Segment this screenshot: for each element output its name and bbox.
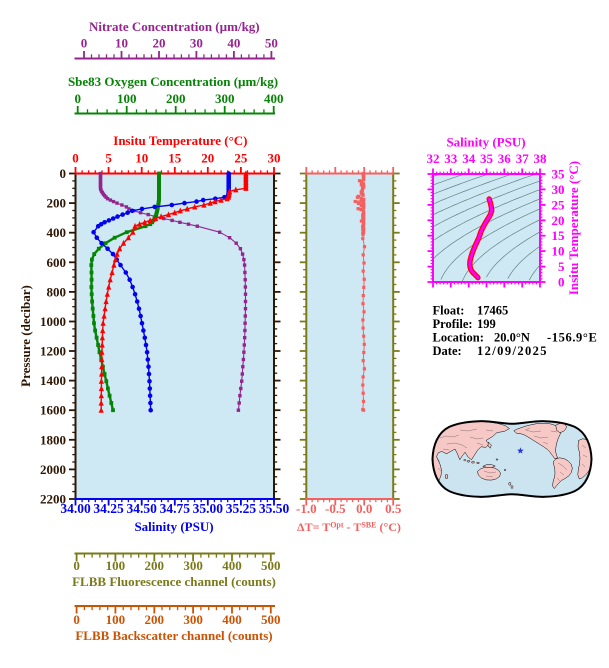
svg-text:0.5: 0.5: [385, 501, 402, 516]
svg-text:0: 0: [558, 275, 565, 290]
svg-text:30: 30: [268, 151, 281, 166]
svg-text:10: 10: [135, 151, 148, 166]
svg-text:300: 300: [215, 91, 235, 106]
svg-text:Salinity (PSU): Salinity (PSU): [134, 519, 213, 534]
svg-text:800: 800: [47, 284, 67, 299]
svg-text:FLBB Backscatter channel (coun: FLBB Backscatter channel (counts): [75, 628, 272, 643]
svg-text:10: 10: [552, 244, 565, 259]
svg-text:36: 36: [498, 151, 512, 166]
svg-text:0: 0: [60, 166, 67, 181]
svg-text:2200: 2200: [40, 492, 66, 507]
svg-text:1000: 1000: [40, 314, 66, 329]
svg-text:1600: 1600: [40, 403, 66, 418]
svg-text:0.0: 0.0: [356, 501, 372, 516]
svg-text:Sbe83 Oxygen Concentration (µm: Sbe83 Oxygen Concentration (µm/kg): [68, 74, 278, 89]
svg-text:Insitu Temperature (°C): Insitu Temperature (°C): [566, 161, 581, 295]
svg-text:34.25: 34.25: [93, 501, 124, 516]
svg-text:5: 5: [558, 259, 565, 274]
svg-text:-1.0: -1.0: [296, 501, 317, 516]
svg-text:35: 35: [552, 167, 566, 182]
svg-text:10: 10: [115, 36, 128, 51]
svg-text:500: 500: [261, 558, 281, 573]
svg-text:300: 300: [183, 558, 203, 573]
svg-text:35.50: 35.50: [259, 501, 290, 516]
svg-text:30: 30: [552, 182, 565, 197]
svg-text:1200: 1200: [40, 344, 66, 359]
svg-text:50: 50: [265, 36, 278, 51]
svg-text:0: 0: [81, 36, 88, 51]
svg-text:Location:20.0°N-156.9°E: Location: 20.0°N -156.9°E: [433, 331, 598, 345]
svg-text:5: 5: [105, 151, 112, 166]
svg-text:0: 0: [73, 558, 80, 573]
svg-text:30: 30: [190, 36, 203, 51]
svg-text:300: 300: [183, 612, 203, 627]
svg-text:15: 15: [168, 151, 182, 166]
svg-text:Date:12/09/2025: Date: 12/09/2025: [433, 344, 548, 358]
svg-text:0: 0: [72, 151, 79, 166]
svg-text:FLBB Fluorescence channel (cou: FLBB Fluorescence channel (counts): [72, 574, 276, 589]
svg-text:Nitrate Concentration (µm/kg): Nitrate Concentration (µm/kg): [89, 19, 260, 34]
svg-text:33: 33: [444, 151, 458, 166]
svg-text:0: 0: [74, 91, 81, 106]
svg-text:200: 200: [145, 558, 165, 573]
svg-text:34: 34: [462, 151, 476, 166]
svg-text:100: 100: [117, 91, 137, 106]
svg-text:400: 400: [222, 612, 242, 627]
svg-text:35: 35: [480, 151, 494, 166]
svg-text:34.00: 34.00: [60, 501, 91, 516]
svg-text:35.25: 35.25: [226, 501, 257, 516]
svg-text:Insitu Temperature (°C): Insitu Temperature (°C): [113, 133, 247, 148]
svg-text:Pressure (decibar): Pressure (decibar): [18, 285, 33, 387]
svg-text:40: 40: [227, 36, 240, 51]
svg-text:20: 20: [201, 151, 214, 166]
svg-text:Salinity (PSU): Salinity (PSU): [446, 135, 525, 150]
svg-text:20: 20: [153, 36, 166, 51]
svg-text:25: 25: [552, 197, 566, 212]
svg-text:400: 400: [264, 91, 284, 106]
svg-text:200: 200: [166, 91, 186, 106]
svg-text:-0.5: -0.5: [325, 501, 346, 516]
svg-text:15: 15: [552, 228, 566, 243]
svg-text:20: 20: [552, 213, 565, 228]
svg-text:1400: 1400: [40, 373, 66, 388]
svg-text:400: 400: [47, 225, 67, 240]
svg-text:200: 200: [47, 196, 67, 211]
svg-text:2000: 2000: [40, 462, 66, 477]
svg-text:25: 25: [234, 151, 248, 166]
svg-text:37: 37: [516, 151, 530, 166]
svg-text:Profile:199: Profile: 199: [433, 317, 496, 331]
svg-text:34.75: 34.75: [160, 501, 191, 516]
svg-text:400: 400: [222, 558, 242, 573]
svg-text:200: 200: [145, 612, 165, 627]
svg-text:1800: 1800: [40, 432, 66, 447]
svg-text:0: 0: [73, 612, 80, 627]
svg-text:100: 100: [106, 558, 126, 573]
svg-text:600: 600: [47, 255, 67, 270]
svg-text:35.00: 35.00: [193, 501, 224, 516]
svg-text:32: 32: [427, 151, 440, 166]
svg-text:38: 38: [534, 151, 548, 166]
svg-text:500: 500: [261, 612, 281, 627]
svg-text:34.50: 34.50: [127, 501, 158, 516]
svg-text:100: 100: [106, 612, 126, 627]
svg-text:ΔT= TOpt - TSBE (°C): ΔT= TOpt - TSBE (°C): [297, 520, 401, 534]
